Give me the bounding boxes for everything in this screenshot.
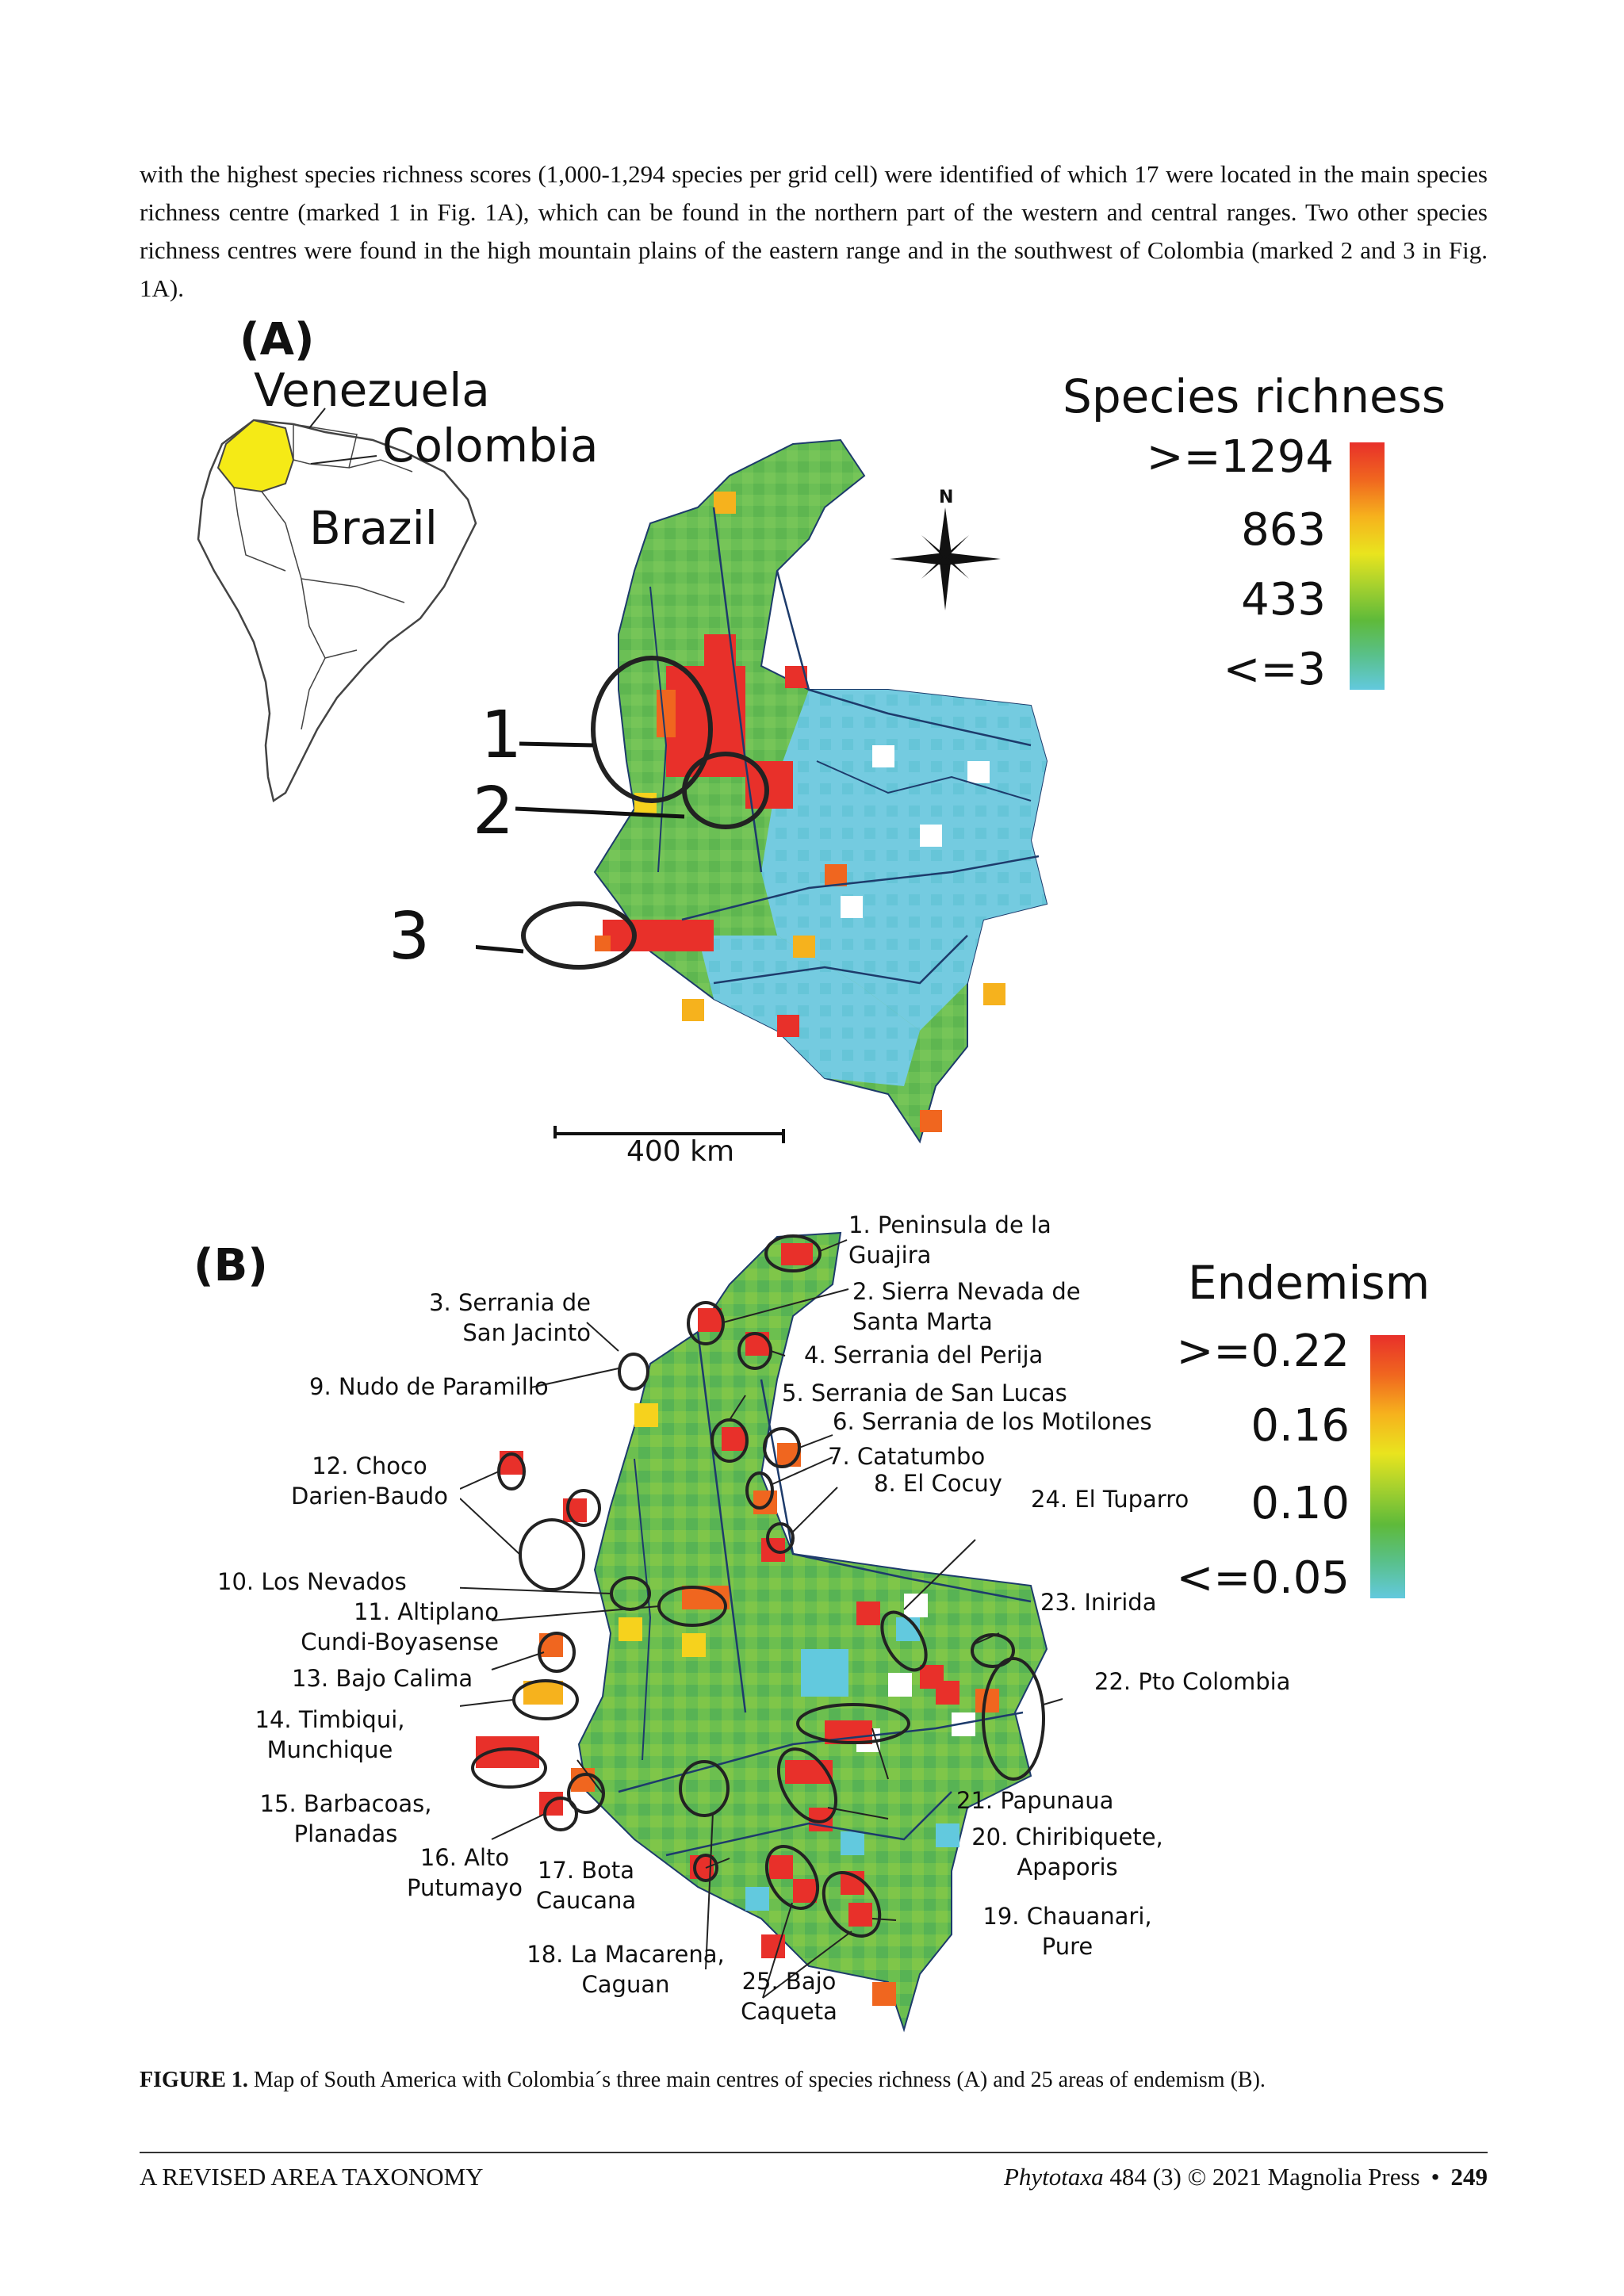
species-richness-map: [476, 438, 1048, 1144]
area-label-20: 20. Chiribiquete, Apaporis: [971, 1823, 1163, 1881]
south-america-inset-map: [197, 408, 477, 803]
legend-b-title: Endemism: [1188, 1256, 1431, 1310]
area-label-2: 2. Sierra Nevada de Santa Marta: [852, 1278, 1081, 1335]
area-label-18: 18. La Macarena, Caguan: [527, 1941, 725, 1998]
area-label-7: 7. Catatumbo: [828, 1443, 986, 1470]
area-label-6: 6. Serrania de los Motilones: [833, 1408, 1152, 1435]
legend-b-colorbar: [1370, 1335, 1405, 1598]
scale-bar: [553, 1126, 785, 1143]
figure-caption-label: FIGURE 1.: [140, 2068, 248, 2092]
area-label-23: 23. Inirida: [1040, 1589, 1157, 1616]
area-label-14: 14. Timbiqui, Munchique: [255, 1706, 405, 1763]
centre-label-2: 2: [473, 774, 515, 849]
scale-bar-label: 400 km: [626, 1135, 735, 1168]
inset-label-venezuela: Venezuela: [254, 363, 490, 417]
centre-label-3: 3: [389, 899, 431, 974]
area-label-17: 17. Bota Caucana: [535, 1857, 637, 1914]
area-label-1: 1. Peninsula de la Guajira: [848, 1211, 1051, 1269]
area-label-21: 21. Papunaua: [956, 1787, 1114, 1814]
panel-b-label: (B): [193, 1240, 268, 1292]
legend-b-tick-max: >=0.22: [1176, 1326, 1350, 1377]
area-label-3: 3. Serrania de San Jacinto: [429, 1289, 591, 1346]
legend-b-tick-min: <=0.05: [1176, 1552, 1350, 1604]
figure-caption: FIGURE 1. Map of South America with Colo…: [140, 2068, 1488, 2093]
journal-name: Phytotaxa: [1003, 2163, 1104, 2191]
area-label-22: 22. Pto Colombia: [1094, 1668, 1291, 1695]
figure-caption-text: Map of South America with Colombia´s thr…: [247, 2068, 1266, 2092]
legend-a-colorbar: [1350, 442, 1385, 690]
footer-bullet: •: [1431, 2163, 1440, 2191]
inset-label-colombia: Colombia: [382, 419, 599, 473]
area-label-24: 24. El Tuparro: [1031, 1486, 1189, 1513]
area-label-12: 12. Choco Darien-Baudo: [291, 1452, 448, 1510]
legend-a-tick-433: 433: [1241, 574, 1326, 626]
area-label-16: 16. Alto Putumayo: [406, 1844, 523, 1901]
legend-b-tick-010: 0.10: [1251, 1478, 1350, 1529]
area-label-4: 4. Serrania del Perija: [804, 1341, 1044, 1368]
area-label-19: 19. Chauanari, Pure: [982, 1903, 1152, 1960]
centre-label-1: 1: [481, 698, 523, 773]
legend-a-title: Species richness: [1063, 369, 1446, 423]
body-paragraph: with the highest species richness scores…: [140, 160, 1488, 302]
running-title: A REVISED AREA TAXONOMY: [140, 2163, 484, 2191]
compass-north-label: N: [939, 488, 954, 507]
area-label-9: 9. Nudo de Paramillo: [309, 1373, 549, 1400]
north-arrow-icon: [890, 507, 1001, 610]
area-label-5: 5. Serrania de San Lucas: [782, 1380, 1067, 1406]
citation-text: 484 (3) © 2021 Magnolia Press: [1103, 2163, 1420, 2191]
footer-rule: [140, 2152, 1488, 2153]
area-label-11: 11. Altiplano Cundi-Boyasense: [301, 1598, 499, 1655]
endemism-map: [460, 1231, 1063, 2033]
legend-a-tick-863: 863: [1241, 504, 1326, 556]
area-label-10: 10. Los Nevados: [217, 1568, 407, 1595]
page-number: 249: [1450, 2163, 1488, 2191]
area-label-8: 8. El Cocuy: [874, 1470, 1002, 1497]
footer-citation: Phytotaxa 484 (3) © 2021 Magnolia Press •…: [1004, 2163, 1488, 2191]
legend-a-tick-min: <=3: [1223, 644, 1326, 695]
area-label-13: 13. Bajo Calima: [292, 1665, 473, 1692]
area-label-25: 25. Bajo Caqueta: [741, 1968, 837, 2025]
legend-a-tick-max: >=1294: [1146, 431, 1334, 483]
legend-b-tick-016: 0.16: [1251, 1400, 1350, 1452]
inset-label-brazil: Brazil: [309, 501, 438, 555]
area-label-15: 15. Barbacoas, Planadas: [259, 1790, 432, 1847]
panel-a-label: (A): [239, 314, 315, 365]
